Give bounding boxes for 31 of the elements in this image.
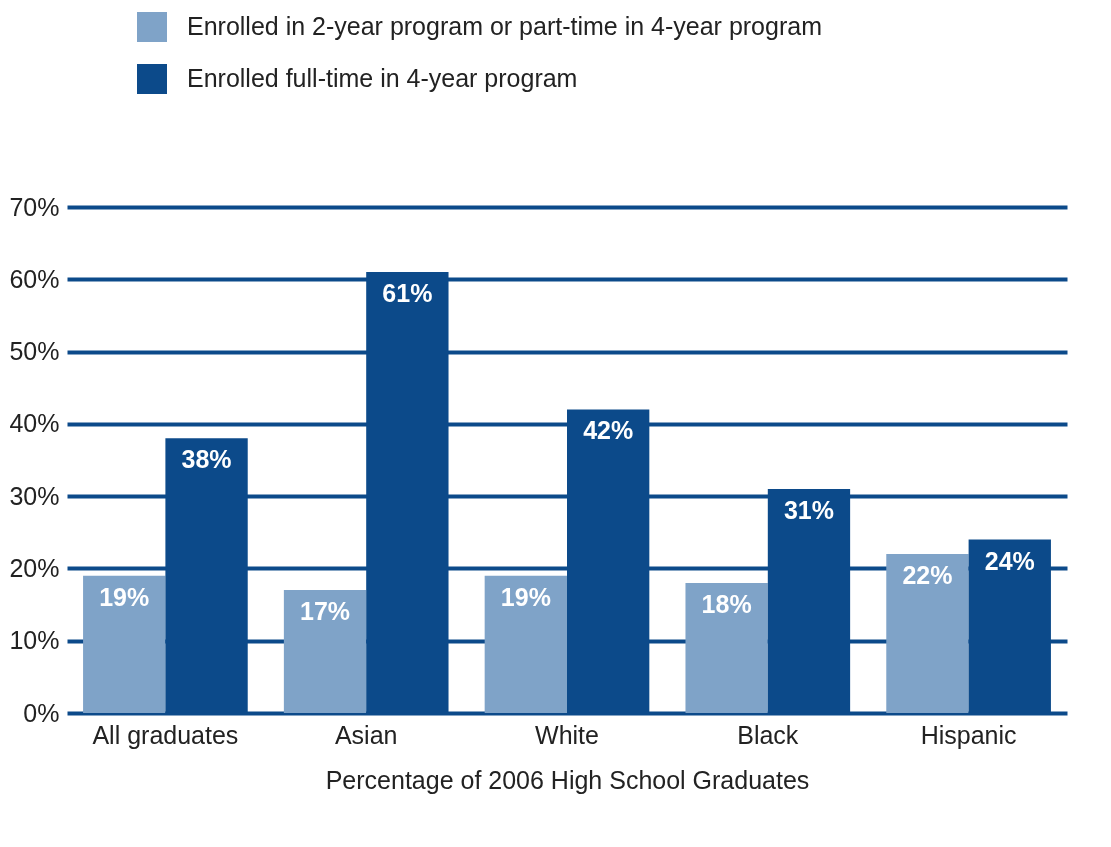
bar [886,553,969,713]
x-tick-label: All graduates [92,720,239,749]
data-label: 19% [99,582,150,611]
x-tick-label: White [535,720,599,749]
data-label: 18% [701,589,752,618]
y-tick-label: 20% [9,553,60,582]
y-tick-label: 40% [9,409,60,438]
data-label: 61% [382,279,433,308]
data-label: 17% [300,597,351,626]
x-tick-label: Hispanic [920,720,1017,749]
data-label: 31% [783,495,834,524]
y-tick-label: 10% [9,626,60,655]
bar [83,575,166,713]
y-tick-label: 60% [9,264,60,293]
y-tick-label: 50% [9,337,60,366]
bar [484,575,567,713]
x-tick-label: Asian [334,720,398,749]
x-axis-title: Percentage of 2006 High School Graduates [325,765,810,794]
data-label: 38% [181,445,232,474]
y-tick-label: 0% [23,698,60,727]
y-tick-label: 30% [9,481,60,510]
legend-label: Enrolled in 2-year program or part-time in 4-year program [187,12,822,40]
data-label: 42% [583,416,634,445]
bar [685,582,768,713]
y-tick-label: 70% [9,192,60,221]
x-tick-label: Black [737,720,799,749]
data-label: 19% [500,582,551,611]
legend-label: Enrolled full-time in 4-year program [187,64,578,92]
data-label: 24% [984,546,1035,575]
bar [283,590,367,713]
data-label: 22% [902,560,953,589]
